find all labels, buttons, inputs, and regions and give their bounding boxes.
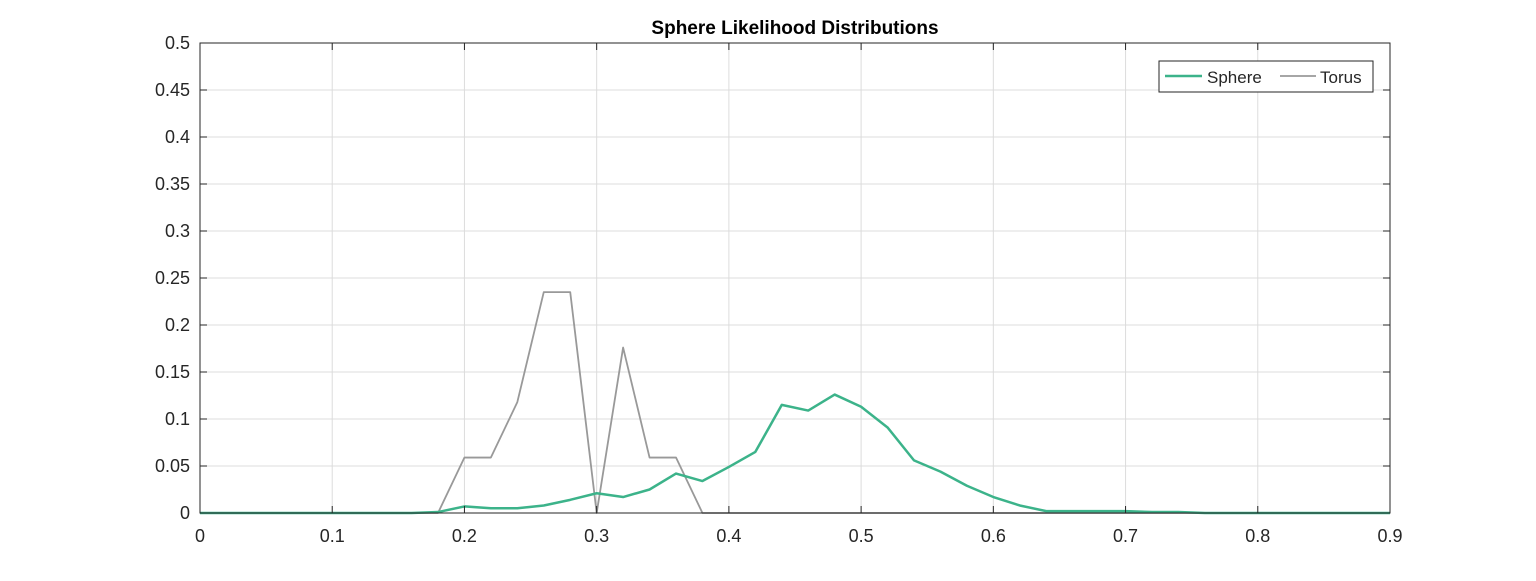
y-tick-label: 0.3 xyxy=(165,221,190,241)
x-tick-label: 0.8 xyxy=(1245,526,1270,546)
x-tick-label: 0.5 xyxy=(849,526,874,546)
chart-title: Sphere Likelihood Distributions xyxy=(651,18,938,39)
y-tick-label: 0.2 xyxy=(165,315,190,335)
y-tick-label: 0.15 xyxy=(155,362,190,382)
legend-label-torus: Torus xyxy=(1320,68,1362,87)
legend[interactable]: Sphere Torus xyxy=(1158,60,1374,93)
x-tick-label: 0 xyxy=(195,526,205,546)
x-ticks: 0 0.1 0.2 0.3 0.4 0.5 0.6 0.7 0.8 0.9 xyxy=(195,43,1403,546)
y-tick-label: 0.05 xyxy=(155,456,190,476)
y-tick-label: 0.45 xyxy=(155,80,190,100)
y-tick-label: 0 xyxy=(180,503,190,523)
x-tick-label: 0.2 xyxy=(452,526,477,546)
x-tick-label: 0.7 xyxy=(1113,526,1138,546)
y-tick-label: 0.4 xyxy=(165,127,190,147)
x-tick-label: 0.9 xyxy=(1377,526,1402,546)
x-tick-label: 0.6 xyxy=(981,526,1006,546)
y-tick-label: 0.25 xyxy=(155,268,190,288)
legend-label-sphere: Sphere xyxy=(1207,68,1262,87)
y-ticks: 0 0.05 0.1 0.15 0.2 0.25 0.3 0.35 0.4 0.45 0.5 xyxy=(155,33,1390,523)
x-tick-label: 0.3 xyxy=(584,526,609,546)
y-tick-label: 0.35 xyxy=(155,174,190,194)
y-tick-label: 0.5 xyxy=(165,33,190,53)
x-tick-label: 0.4 xyxy=(716,526,741,546)
y-tick-label: 0.1 xyxy=(165,409,190,429)
x-tick-label: 0.1 xyxy=(320,526,345,546)
